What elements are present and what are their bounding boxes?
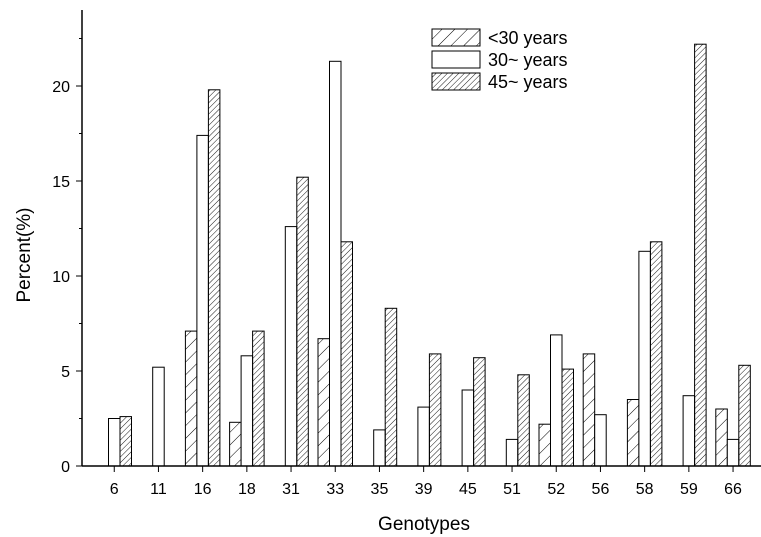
bar-66-series-3 xyxy=(738,364,751,467)
bar-35-series-3 xyxy=(384,307,398,467)
bar-59-series-2 xyxy=(682,395,696,467)
bar-16-series-2 xyxy=(196,134,209,467)
bar-45-series-3 xyxy=(473,357,486,467)
x-tick-label: 58 xyxy=(636,481,654,498)
bar-31-series-3 xyxy=(296,176,309,467)
x-tick-label: 45 xyxy=(459,481,477,498)
bar-6-series-3 xyxy=(119,416,132,467)
bar-66-series-2 xyxy=(726,438,740,467)
x-tick-label: 66 xyxy=(724,481,742,498)
bar-56-series-2 xyxy=(594,414,607,467)
bar-33-series-3 xyxy=(340,241,353,467)
bar-31-series-2 xyxy=(284,226,298,467)
x-tick-label: 52 xyxy=(547,481,565,498)
ticks-layer: 611161831333539455152565859666805101520 xyxy=(52,38,742,498)
legend-swatch-series-1 xyxy=(431,28,481,47)
bar-16-series-1 xyxy=(184,330,198,467)
bar-39-series-2 xyxy=(417,406,430,467)
x-tick-label: 59 xyxy=(680,481,698,498)
bar-59-series-3 xyxy=(694,43,707,467)
bar-45-series-2 xyxy=(461,389,475,467)
bar-18-series-3 xyxy=(252,330,265,467)
x-axis-title: Genotypes xyxy=(378,514,470,535)
bar-18-series-2 xyxy=(240,355,254,467)
legend-label-series-1: <30 years xyxy=(488,28,568,48)
bar-52-series-1 xyxy=(538,423,551,467)
x-tick-label: 6 xyxy=(110,481,119,498)
legend-swatch-series-2 xyxy=(431,50,481,69)
bar-11-series-2 xyxy=(152,366,165,467)
x-tick-label: 33 xyxy=(326,481,344,498)
x-tick-label: 31 xyxy=(282,481,300,498)
bar-18-series-1 xyxy=(229,421,242,467)
y-tick-label: 0 xyxy=(61,459,70,476)
bar-58-series-2 xyxy=(638,250,651,467)
bar-33-series-1 xyxy=(317,338,330,467)
bar-66-series-1 xyxy=(715,408,728,467)
y-tick-label: 5 xyxy=(61,364,70,381)
bar-58-series-3 xyxy=(649,241,663,467)
bar-58-series-1 xyxy=(626,399,640,467)
bar-35-series-2 xyxy=(373,429,386,467)
bar-56-series-1 xyxy=(582,353,596,467)
bar-33-series-2 xyxy=(329,60,342,467)
x-tick-label: 16 xyxy=(194,481,212,498)
y-axis-title: Percent(%) xyxy=(14,207,35,302)
y-tick-label: 10 xyxy=(52,269,70,286)
x-tick-label: 39 xyxy=(415,481,433,498)
bar-39-series-3 xyxy=(428,353,442,467)
x-tick-label: 11 xyxy=(150,481,167,498)
x-tick-label: 18 xyxy=(238,481,256,498)
y-tick-label: 15 xyxy=(52,174,70,191)
bar-52-series-2 xyxy=(550,334,563,467)
legend-swatch-series-3 xyxy=(431,72,481,91)
bar-52-series-3 xyxy=(561,368,574,467)
bar-51-series-2 xyxy=(505,438,519,467)
legend-label-series-3: 45~ years xyxy=(488,72,568,92)
x-tick-label: 51 xyxy=(503,481,521,498)
legend-label-series-2: 30~ years xyxy=(488,50,568,70)
bar-16-series-3 xyxy=(207,89,221,467)
bar-6-series-2 xyxy=(108,418,121,467)
x-tick-label: 35 xyxy=(371,481,389,498)
x-tick-label: 56 xyxy=(592,481,610,498)
bars-layer xyxy=(108,43,751,467)
y-tick-label: 20 xyxy=(52,79,70,96)
bar-51-series-3 xyxy=(517,374,530,467)
